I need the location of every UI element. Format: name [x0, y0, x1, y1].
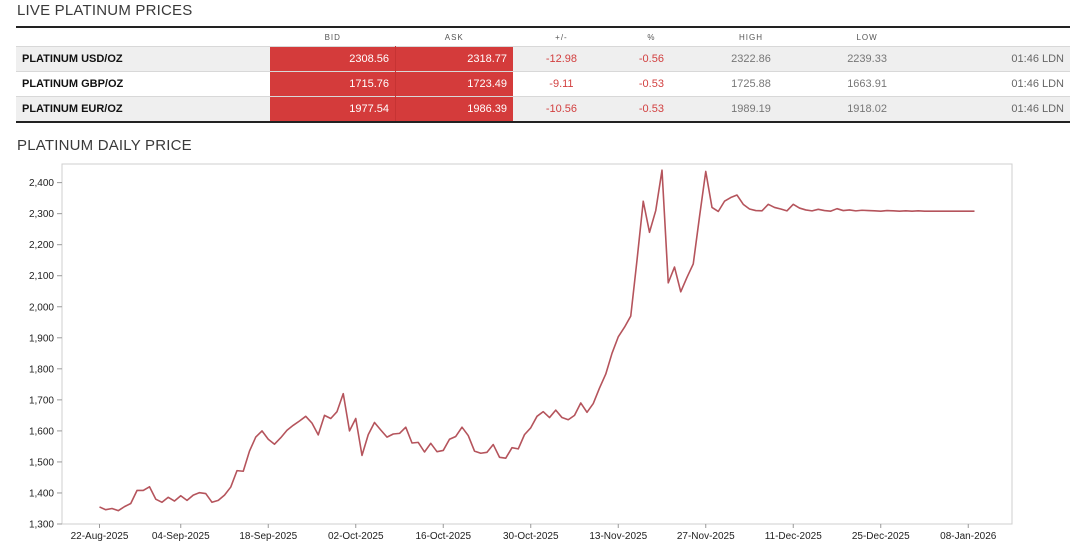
update-time: 01:46 LDN [925, 71, 1070, 97]
low-price: 1663.91 [809, 71, 926, 97]
x-tick-label: 11-Dec-2025 [765, 531, 823, 542]
y-tick-label: 1,500 [29, 457, 54, 468]
y-tick-label: 2,300 [29, 209, 54, 220]
x-tick-label: 08-Jan-2026 [940, 531, 997, 542]
price-change-percent: -0.53 [609, 96, 693, 122]
col-header-time [925, 27, 1070, 47]
table-row: PLATINUM GBP/OZ 1715.76 1723.49 -9.11 -0… [16, 71, 1070, 97]
update-time: 01:46 LDN [925, 96, 1070, 122]
x-tick-label: 04-Sep-2025 [152, 531, 210, 542]
x-tick-label: 13-Nov-2025 [589, 531, 647, 542]
y-tick-label: 2,100 [29, 271, 54, 282]
bid-price: 1715.76 [270, 71, 396, 97]
update-time: 01:46 LDN [925, 46, 1070, 72]
ask-price: 1723.49 [395, 71, 513, 97]
price-change-percent: -0.56 [609, 46, 693, 72]
col-header-bid: BID [270, 27, 396, 47]
x-tick-label: 22-Aug-2025 [71, 531, 129, 542]
price-line-chart: 1,300 1,400 1,500 1,600 1,700 1,800 1,900 2,000… [29, 163, 1013, 542]
table-row: PLATINUM USD/OZ 2308.56 2318.77 -12.98 -… [16, 46, 1070, 72]
col-header-name [16, 27, 270, 47]
price-change: -9.11 [513, 71, 610, 97]
x-tick-label: 30-Oct-2025 [503, 531, 559, 542]
chart-title: PLATINUM DAILY PRICE [17, 137, 192, 154]
x-tick-label: 27-Nov-2025 [677, 531, 735, 542]
y-tick-label: 2,000 [29, 302, 54, 313]
ask-price: 2318.77 [395, 46, 513, 72]
x-tick-label: 16-Oct-2025 [415, 531, 471, 542]
x-tick-label: 02-Oct-2025 [328, 531, 384, 542]
low-price: 2239.33 [809, 46, 926, 72]
price-change-percent: -0.53 [609, 71, 693, 97]
y-tick-label: 1,800 [29, 364, 54, 375]
table-row: PLATINUM EUR/OZ 1977.54 1986.39 -10.56 -… [16, 96, 1070, 122]
x-tick-label: 25-Dec-2025 [852, 531, 910, 542]
col-header-low: LOW [809, 27, 926, 47]
price-change: -12.98 [513, 46, 610, 72]
row-name: PLATINUM EUR/OZ [16, 96, 270, 122]
y-tick-label: 1,300 [29, 520, 54, 531]
price-series-line [99, 169, 975, 512]
y-tick-label: 1,400 [29, 488, 54, 499]
row-name: PLATINUM USD/OZ [16, 46, 270, 72]
live-prices-title: LIVE PLATINUM PRICES [17, 2, 193, 19]
col-header-ask: ASK [395, 27, 513, 47]
plot-area [61, 163, 1013, 525]
col-header-change: +/- [513, 27, 610, 47]
col-header-percent: % [609, 27, 693, 47]
y-tick-label: 1,700 [29, 395, 54, 406]
y-tick-label: 2,400 [29, 178, 54, 189]
col-header-high: HIGH [692, 27, 810, 47]
bid-price: 2308.56 [270, 46, 396, 72]
low-price: 1918.02 [809, 96, 926, 122]
high-price: 1725.88 [692, 71, 810, 97]
high-price: 2322.86 [692, 46, 810, 72]
y-axis: 1,300 1,400 1,500 1,600 1,700 1,800 1,900 2,000… [29, 178, 62, 531]
live-prices-table: BID ASK +/- % HIGH LOW PLATINUM USD/OZ 2… [16, 26, 1070, 123]
ask-price: 1986.39 [395, 96, 513, 122]
high-price: 1989.19 [692, 96, 810, 122]
x-axis: 22-Aug-2025 04-Sep-2025 18-Sep-2025 02-Oct-… [71, 524, 997, 542]
table-header-row: BID ASK +/- % HIGH LOW [16, 27, 1070, 47]
bid-price: 1977.54 [270, 96, 396, 122]
y-tick-label: 1,600 [29, 426, 54, 437]
y-tick-label: 1,900 [29, 333, 54, 344]
y-tick-label: 2,200 [29, 240, 54, 251]
row-name: PLATINUM GBP/OZ [16, 71, 270, 97]
x-tick-label: 18-Sep-2025 [239, 531, 297, 542]
price-change: -10.56 [513, 96, 610, 122]
